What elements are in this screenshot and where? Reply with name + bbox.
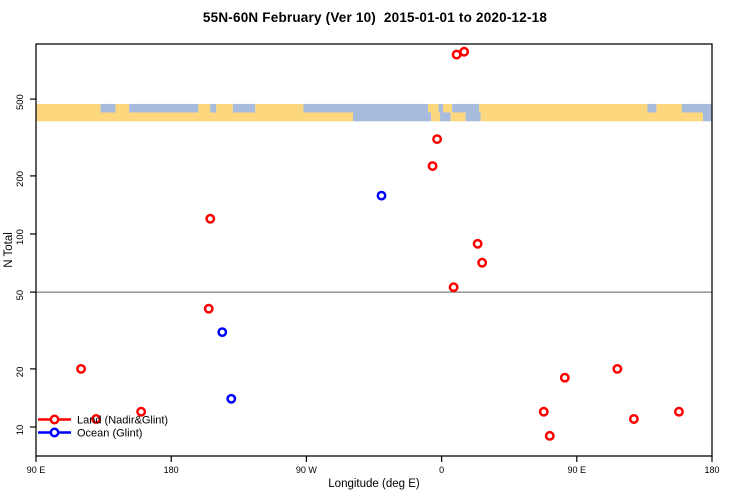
data-point-land [477, 257, 488, 268]
map-strip-ocean-segment [465, 112, 481, 122]
data-point-land [432, 134, 443, 145]
y-tick-label: 200 [15, 171, 26, 187]
x-tick-label: 90 W [296, 465, 318, 475]
map-strip-land-segment [255, 103, 304, 113]
y-tick-label: 50 [15, 290, 26, 301]
map-strip-ocean-segment [303, 103, 429, 113]
map-strip-land-segment [36, 112, 353, 122]
map-strip-land-segment [115, 103, 130, 113]
map-strip-ocean-segment [681, 103, 712, 113]
data-point-land [76, 363, 87, 374]
legend-marker-ocean [49, 427, 60, 438]
data-point-land [544, 430, 555, 441]
legend-label-land: Land (Nadir&Glint) [77, 415, 168, 427]
data-point-ocean [217, 327, 228, 338]
x-tick-label: 0 [439, 465, 444, 475]
map-strip-ocean-segment [440, 112, 451, 122]
map-strip-ocean-segment [100, 103, 116, 113]
map-strip-ocean-segment [452, 103, 480, 113]
x-tick-label: 180 [164, 465, 179, 475]
map-strip-ocean-segment [438, 103, 444, 113]
plot-frame [35, 43, 713, 457]
y-tick-label: 10 [15, 425, 26, 436]
y-axis-title: N Total [3, 232, 15, 268]
data-point-ocean [376, 190, 387, 201]
data-point-land [612, 363, 623, 374]
map-strip-land-segment [480, 112, 703, 122]
y-tick-label: 20 [15, 367, 26, 378]
map-strip-land-segment [36, 103, 101, 113]
map-strip-ocean-segment [129, 103, 199, 113]
data-point-land [448, 282, 459, 293]
data-point-land [538, 406, 549, 417]
legend-label-ocean: Ocean (Glint) [77, 428, 142, 440]
map-strip-ocean-segment [702, 112, 712, 122]
data-point-land [427, 161, 438, 171]
map-strip-land-segment [450, 112, 466, 122]
data-point-land [472, 238, 483, 249]
map-strip-ocean-segment [647, 103, 657, 113]
map-strip-land-segment [216, 103, 233, 113]
y-tick-label: 500 [15, 94, 26, 110]
data-point-ocean [226, 393, 237, 404]
data-point-land [91, 414, 102, 424]
map-strip-land-segment [443, 103, 453, 113]
map-strip-ocean-segment [352, 112, 432, 122]
x-tick-label: 180 [704, 465, 719, 475]
x-tick-label: 90 E [568, 465, 587, 475]
data-point-land [136, 406, 147, 417]
data-point-land [628, 414, 639, 424]
data-point-land [205, 213, 216, 224]
legend-marker-land [49, 414, 60, 425]
map-strip-land-segment [479, 103, 648, 113]
map-strip-land-segment [198, 103, 211, 113]
x-axis-title: Longitude (deg E) [328, 478, 420, 490]
map-strip-land-segment [431, 112, 441, 122]
map-strip-land-segment [656, 103, 682, 113]
data-point-land [674, 406, 684, 417]
data-point-land [203, 303, 214, 314]
map-strip-land-segment [428, 103, 439, 113]
data-point-land [459, 46, 470, 57]
map-strip-ocean-segment [232, 103, 256, 113]
chart-title: 55N-60N February (Ver 10) 2015-01-01 to … [202, 10, 548, 25]
y-tick-label: 100 [15, 229, 26, 245]
map-strip-ocean-segment [210, 103, 217, 113]
x-tick-label: 90 E [27, 465, 46, 475]
data-point-land [559, 372, 570, 383]
